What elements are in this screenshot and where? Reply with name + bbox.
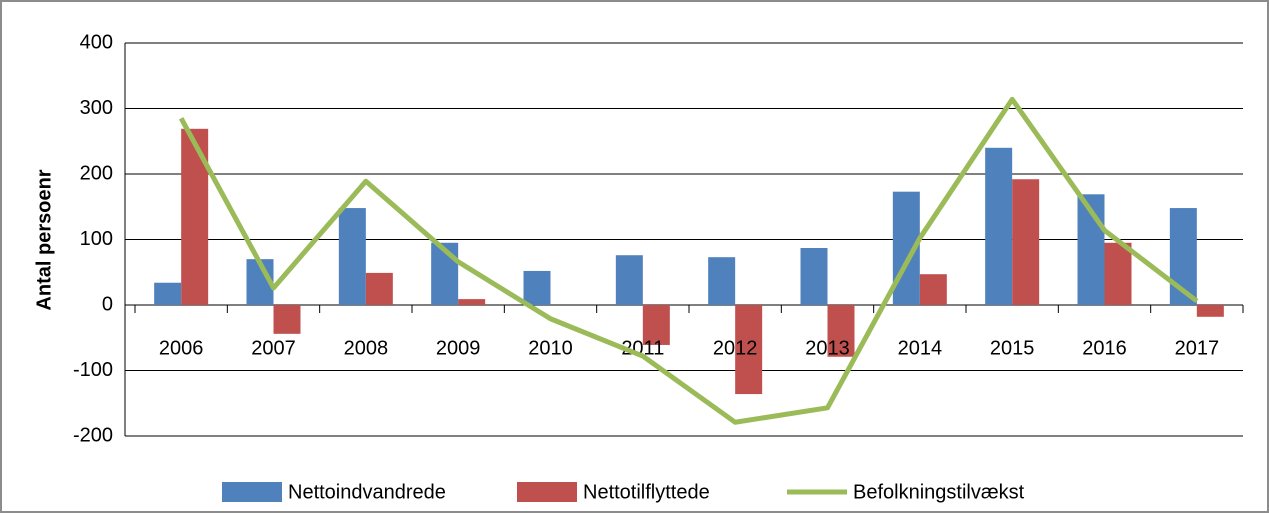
bar [985,147,1013,305]
line [178,96,1199,425]
y-tick-label: -100 [73,359,113,381]
y-tick-label: 400 [80,31,113,53]
y-tick-label: -200 [73,424,113,446]
x-tick-label: 2007 [251,337,296,359]
legend-label: Befolkningstilvækst [853,481,1025,503]
x-tick-label: 2014 [898,337,943,359]
bar [1104,242,1132,305]
y-tick-label: 100 [80,228,113,250]
legend-swatch [222,482,282,502]
bar [642,305,670,345]
x-tick-label: 2010 [528,337,573,359]
bar [181,128,209,305]
x-tick-label: 2008 [344,337,389,359]
y-axis-title: Antal persoenr [33,169,55,310]
bar [365,272,393,305]
legend-label: Nettoindvandrede [288,481,446,503]
bar [708,257,736,305]
x-tick-label: 2015 [990,337,1035,359]
bar [615,255,643,305]
bar [1196,305,1224,317]
y-tick-label: 200 [80,162,113,184]
bar [1012,179,1040,305]
bar [735,305,763,395]
bar [458,299,486,305]
y-tick-label: 0 [102,293,113,315]
bar [338,208,366,305]
x-tick-label: 2012 [713,337,758,359]
x-tick-label: 2017 [1175,337,1220,359]
bar [523,270,551,305]
bar [154,282,182,305]
legend-swatch [517,482,577,502]
x-tick-label: 2009 [436,337,481,359]
legend-label: Nettotilflyttede [583,481,710,503]
bar [273,305,301,334]
bar [827,305,855,357]
bar [919,274,947,305]
y-tick-label: 300 [80,97,113,119]
x-tick-label: 2013 [805,337,850,359]
x-tick-label: 2006 [159,337,204,359]
bar [800,248,828,305]
x-tick-label: 2016 [1082,337,1127,359]
